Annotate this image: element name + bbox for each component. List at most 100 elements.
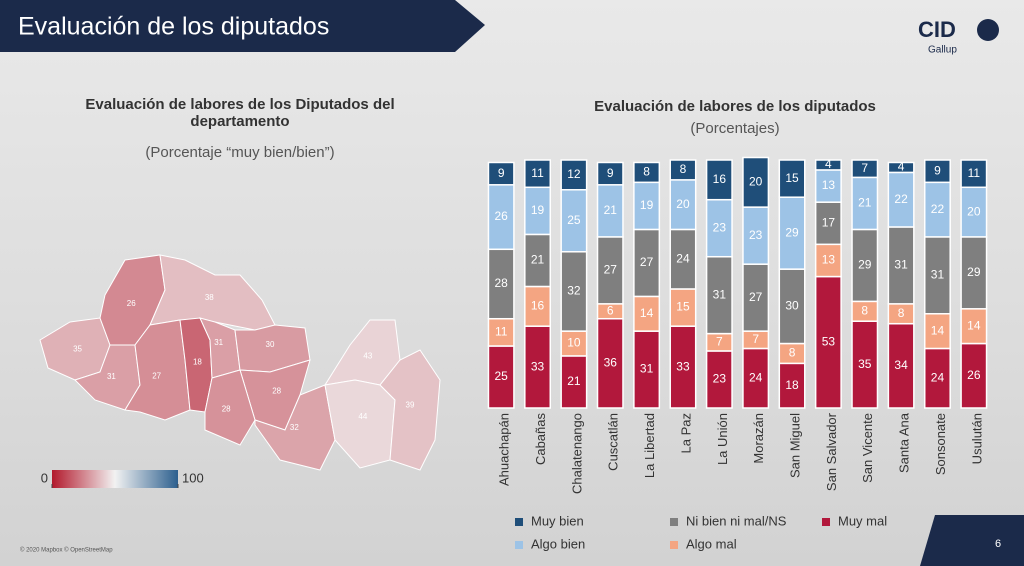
bar-segment bbox=[960, 342, 988, 409]
bar-segment bbox=[524, 186, 552, 236]
value-label: 7 bbox=[752, 332, 759, 346]
value-label: 14 bbox=[931, 323, 945, 337]
bar-segment bbox=[524, 285, 552, 327]
value-label: 13 bbox=[822, 178, 836, 192]
department bbox=[204, 369, 256, 446]
department-label: 18 bbox=[193, 358, 202, 367]
bar-segment bbox=[633, 295, 661, 332]
bar-segment bbox=[705, 159, 733, 201]
department bbox=[124, 319, 191, 421]
bar-segment bbox=[960, 186, 988, 238]
bar-segment bbox=[596, 317, 624, 409]
legend-swatch bbox=[515, 518, 523, 526]
bar-segment bbox=[814, 201, 842, 246]
bar-segment bbox=[742, 156, 770, 208]
bar-segment bbox=[923, 181, 951, 238]
x-tick-label: La Libertad bbox=[642, 413, 657, 478]
value-label: 31 bbox=[640, 362, 654, 376]
bar-segment bbox=[887, 322, 915, 409]
value-label: 21 bbox=[604, 203, 618, 217]
value-label: 33 bbox=[531, 359, 545, 373]
x-tick-label: Usulután bbox=[969, 413, 984, 464]
bar-segment bbox=[560, 355, 588, 409]
value-label: 21 bbox=[567, 374, 581, 388]
value-label: 28 bbox=[494, 276, 508, 290]
bar-segment bbox=[633, 228, 661, 298]
header-banner bbox=[0, 0, 485, 52]
bar-segment bbox=[633, 181, 661, 231]
x-tick-label: San Miguel bbox=[787, 413, 802, 478]
legend-label: Muy bien bbox=[531, 513, 584, 528]
colorbar-label: 0 bbox=[41, 470, 48, 485]
legend-swatch bbox=[822, 518, 830, 526]
value-label: 11 bbox=[531, 166, 544, 180]
attribution: © 2020 Mapbox © OpenStreetMap bbox=[20, 547, 113, 554]
department-label: 28 bbox=[222, 404, 231, 413]
x-tick-label: Cabañas bbox=[533, 413, 548, 466]
value-label: 19 bbox=[640, 198, 654, 212]
department-label: 26 bbox=[127, 299, 136, 308]
value-label: 29 bbox=[785, 225, 799, 239]
value-label: 11 bbox=[968, 166, 981, 180]
bar-segment bbox=[742, 263, 770, 332]
bar-segment bbox=[887, 161, 915, 174]
value-label: 26 bbox=[967, 368, 981, 382]
bar-segment bbox=[814, 159, 842, 171]
bar-segment bbox=[487, 248, 515, 320]
value-label: 9 bbox=[934, 163, 941, 177]
x-tick-label: Ahuachapán bbox=[497, 413, 512, 486]
footer-shape bbox=[920, 515, 1024, 566]
logo-sub: Gallup bbox=[928, 45, 957, 56]
value-label: 8 bbox=[680, 162, 687, 176]
map-subtitle: (Porcentaje “muy bien/bien”) bbox=[145, 144, 335, 161]
bar-segment bbox=[633, 161, 661, 184]
value-label: 25 bbox=[567, 213, 581, 227]
bar-segment bbox=[887, 171, 915, 228]
x-tick-label: Chalatenango bbox=[569, 413, 584, 494]
department-label: 30 bbox=[266, 340, 275, 349]
value-label: 27 bbox=[749, 290, 763, 304]
department-label: 28 bbox=[272, 386, 281, 395]
bar-segment bbox=[560, 159, 588, 191]
value-label: 15 bbox=[785, 171, 799, 185]
bar-segment bbox=[487, 161, 515, 186]
x-tick-label: La Unión bbox=[715, 413, 730, 465]
bar-segment bbox=[524, 233, 552, 288]
map-title: Evaluación de labores de los Diputados d… bbox=[85, 96, 395, 130]
value-label: 13 bbox=[822, 253, 836, 267]
bar-segment bbox=[960, 236, 988, 310]
bar-segment bbox=[524, 159, 552, 189]
legend-label: Algo mal bbox=[686, 536, 737, 551]
department-label: 38 bbox=[205, 293, 214, 302]
department bbox=[324, 379, 396, 469]
value-label: 8 bbox=[643, 165, 650, 179]
bar-segment bbox=[560, 330, 588, 357]
value-label: 12 bbox=[567, 167, 581, 181]
bar-segment bbox=[851, 159, 879, 179]
value-label: 7 bbox=[716, 334, 723, 348]
value-label: 31 bbox=[894, 258, 908, 272]
x-tick-label: Santa Ana bbox=[897, 412, 912, 473]
value-label: 24 bbox=[931, 370, 945, 384]
value-label: 6 bbox=[607, 303, 614, 317]
bar-segment bbox=[778, 159, 806, 198]
logo: CID bbox=[918, 17, 956, 42]
x-tick-label: Morazán bbox=[751, 413, 766, 464]
bar-segment bbox=[705, 350, 733, 409]
department-label: 31 bbox=[107, 372, 116, 381]
value-label: 19 bbox=[531, 203, 545, 217]
value-label: 9 bbox=[607, 166, 614, 180]
value-label: 20 bbox=[967, 204, 981, 218]
value-label: 8 bbox=[861, 303, 868, 317]
value-label: 11 bbox=[495, 325, 508, 339]
bar-segment bbox=[596, 236, 624, 305]
value-label: 33 bbox=[676, 359, 690, 373]
value-label: 36 bbox=[604, 356, 618, 370]
value-label: 8 bbox=[898, 306, 905, 320]
legend-label: Algo bien bbox=[531, 536, 585, 551]
department bbox=[379, 349, 441, 471]
value-label: 4 bbox=[825, 157, 832, 171]
page-number: 6 bbox=[995, 538, 1001, 550]
